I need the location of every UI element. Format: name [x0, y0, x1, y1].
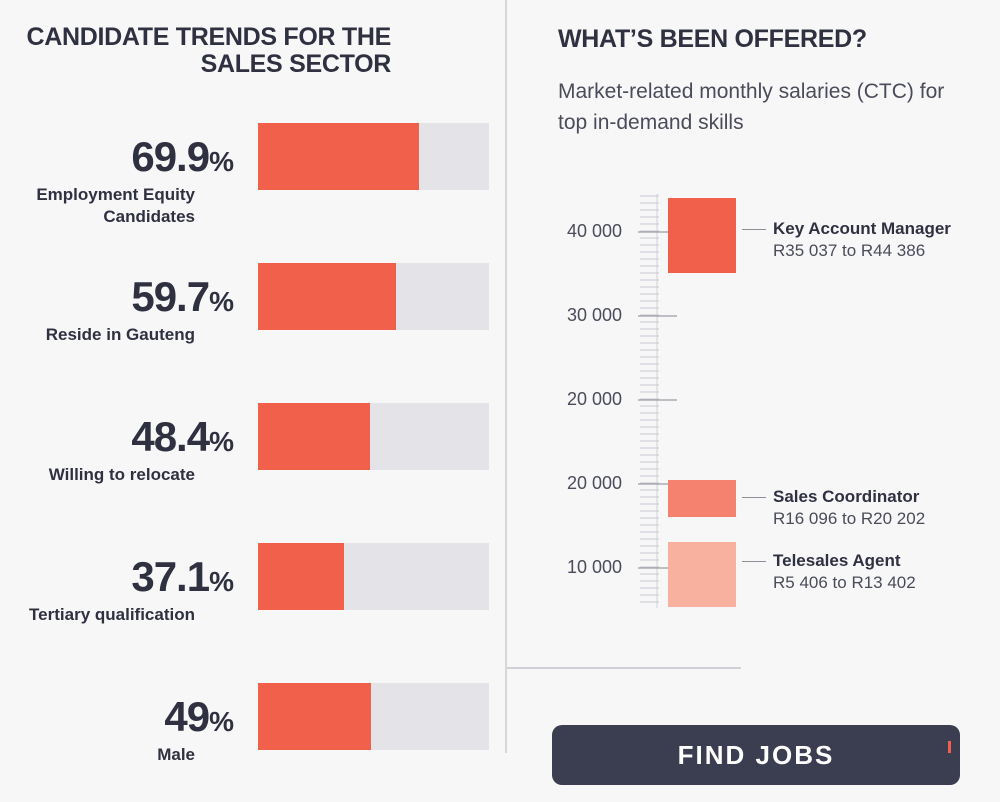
stat-value-number: 59.7	[131, 273, 210, 320]
stat-value-unit: %	[209, 706, 234, 737]
salary-role-name: Key Account Manager	[773, 219, 951, 238]
stat-row: 48.4% Willing to relocate	[0, 403, 490, 522]
salary-range-bar	[668, 542, 736, 607]
stat-bar	[258, 683, 372, 750]
stat-bar	[258, 263, 396, 330]
stat-bar-track	[258, 123, 489, 190]
stat-bar	[258, 543, 344, 610]
salary-role-name: Sales Coordinator	[773, 487, 920, 506]
stat-label: Employment Equity Candidates	[36, 184, 195, 228]
stat-value-unit: %	[209, 566, 234, 597]
candidate-trends-title-line1: CANDIDATE TRENDS FOR THE	[26, 23, 391, 51]
stat-value: 49%	[164, 692, 234, 747]
stat-value: 48.4%	[131, 412, 234, 467]
candidate-trends-title: CANDIDATE TRENDS FOR THE SALES SECTOR	[26, 24, 391, 78]
stat-bar	[258, 123, 420, 190]
salary-role-range: R16 096 to R20 202	[773, 509, 926, 528]
salary-role-range: R35 037 to R44 386	[773, 241, 926, 260]
salary-role-range: R5 406 to R13 402	[773, 573, 916, 592]
stat-row: 49% Male	[0, 683, 490, 802]
stat-label-line: Employment Equity	[36, 185, 195, 204]
salary-range-bar	[668, 198, 736, 273]
salary-range-connector	[742, 561, 766, 562]
stat-row: 59.7% Reside in Gauteng	[0, 263, 490, 382]
salary-role: Telesales Agent R5 406 to R13 402	[773, 550, 916, 594]
stat-value-number: 69.9	[131, 133, 210, 180]
ruler-tick-label: 20 000	[566, 389, 622, 409]
stat-value: 59.7%	[131, 272, 234, 327]
stat-bar-track	[258, 403, 489, 470]
salary-role: Sales Coordinator R16 096 to R20 202	[773, 486, 925, 530]
stat-bar-track	[258, 263, 489, 330]
stat-label-line: Tertiary qualification	[29, 605, 195, 624]
stat-label-line: Candidates	[103, 207, 195, 226]
offers-title: WHAT’S BEEN OFFERED?	[558, 25, 867, 53]
stat-value-number: 37.1	[131, 553, 210, 600]
stat-row: 69.9% Employment Equity Candidates	[0, 123, 490, 242]
panel-divider-horizontal	[507, 667, 741, 669]
stat-value-number: 48.4	[131, 413, 210, 460]
find-jobs-button-label: FIND JOBS	[677, 740, 835, 770]
ruler-tick-label: 20 000	[566, 473, 622, 493]
salary-role-name: Telesales Agent	[773, 551, 901, 570]
stat-label-line: Willing to relocate	[48, 465, 195, 484]
salary-range-bar	[668, 480, 736, 517]
stat-label: Reside in Gauteng	[46, 324, 195, 346]
stat-bar-track	[258, 683, 489, 750]
ruler-tick-label: 40 000	[566, 221, 622, 241]
stat-value: 37.1%	[131, 552, 234, 607]
stat-label-line: Reside in Gauteng	[45, 325, 195, 344]
salary-range-connector	[742, 497, 766, 498]
stat-value-unit: %	[209, 146, 234, 177]
salary-role: Key Account Manager R35 037 to R44 386	[773, 218, 951, 262]
find-jobs-button[interactable]: FIND JOBS	[552, 725, 960, 785]
offers-subtitle: Market-related monthly salaries (CTC) fo…	[558, 80, 945, 134]
accent-mark	[948, 741, 951, 753]
ruler-tick-label: 30 000	[566, 305, 622, 325]
stat-value: 69.9%	[131, 132, 234, 187]
ruler-tick-label: 10 000	[566, 557, 622, 577]
stat-label: Willing to relocate	[49, 464, 195, 486]
stat-row: 37.1% Tertiary qualification	[0, 543, 490, 662]
stat-label: Tertiary qualification	[29, 604, 195, 626]
stat-bar-track	[258, 543, 489, 610]
candidate-trends-title-line2: SALES SECTOR	[200, 50, 392, 78]
panel-divider-vertical	[505, 0, 507, 753]
salary-scale-ruler	[638, 194, 677, 608]
stat-bar	[258, 403, 370, 470]
stat-value-unit: %	[209, 286, 234, 317]
stat-value-unit: %	[209, 426, 234, 457]
stat-value-number: 49	[164, 693, 210, 740]
salary-range-connector	[742, 229, 766, 230]
